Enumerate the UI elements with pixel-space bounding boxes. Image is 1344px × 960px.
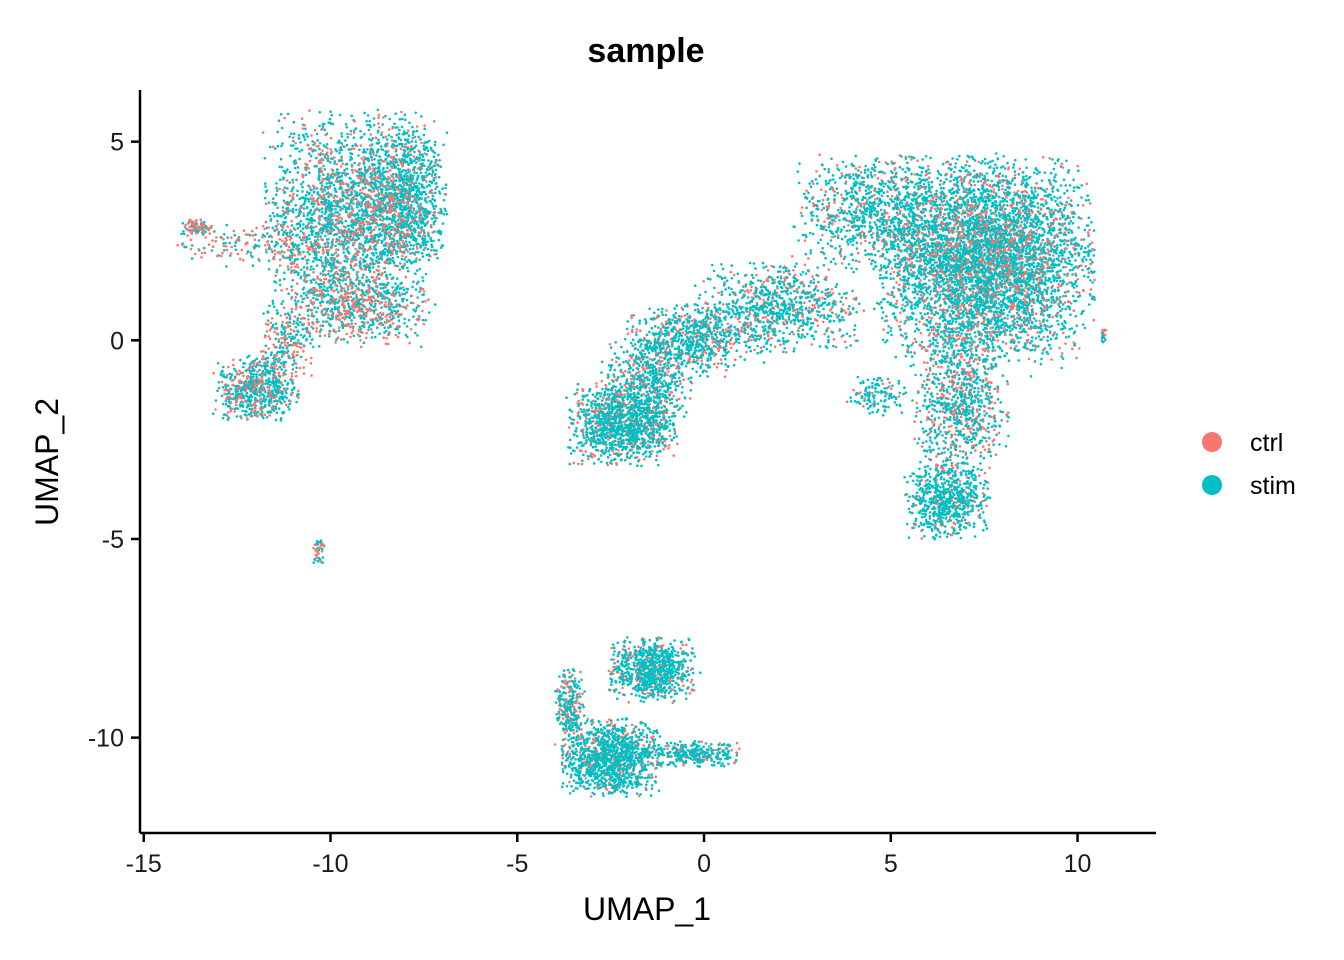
- x-axis-title: UMAP_1: [583, 891, 711, 927]
- y-axis-ticks: 5 0 -5 -10: [88, 129, 140, 753]
- legend-label-stim: stim: [1250, 472, 1296, 500]
- y-axis-title: UMAP_2: [29, 398, 65, 526]
- y-tick-label: -5: [102, 526, 124, 554]
- y-tick-label: 0: [110, 327, 124, 355]
- x-tick-label: 5: [884, 850, 898, 878]
- x-axis-ticks: -15 -10 -5 0 5 10: [126, 833, 1092, 878]
- legend-label-ctrl: ctrl: [1250, 429, 1283, 457]
- chart-title: sample: [587, 32, 704, 70]
- legend: ctrl stim: [1202, 429, 1296, 500]
- x-tick-label: -15: [126, 850, 162, 878]
- x-tick-label: -10: [312, 850, 348, 878]
- legend-swatch-ctrl: [1202, 432, 1222, 452]
- y-tick-label: -10: [88, 725, 124, 753]
- x-tick-label: -5: [506, 850, 528, 878]
- legend-swatch-stim: [1202, 475, 1222, 495]
- scatter-points: [176, 108, 1108, 798]
- x-tick-label: 0: [697, 850, 711, 878]
- y-tick-label: 5: [110, 129, 124, 157]
- x-tick-label: 10: [1064, 850, 1092, 878]
- series-stim-points: [554, 154, 1107, 798]
